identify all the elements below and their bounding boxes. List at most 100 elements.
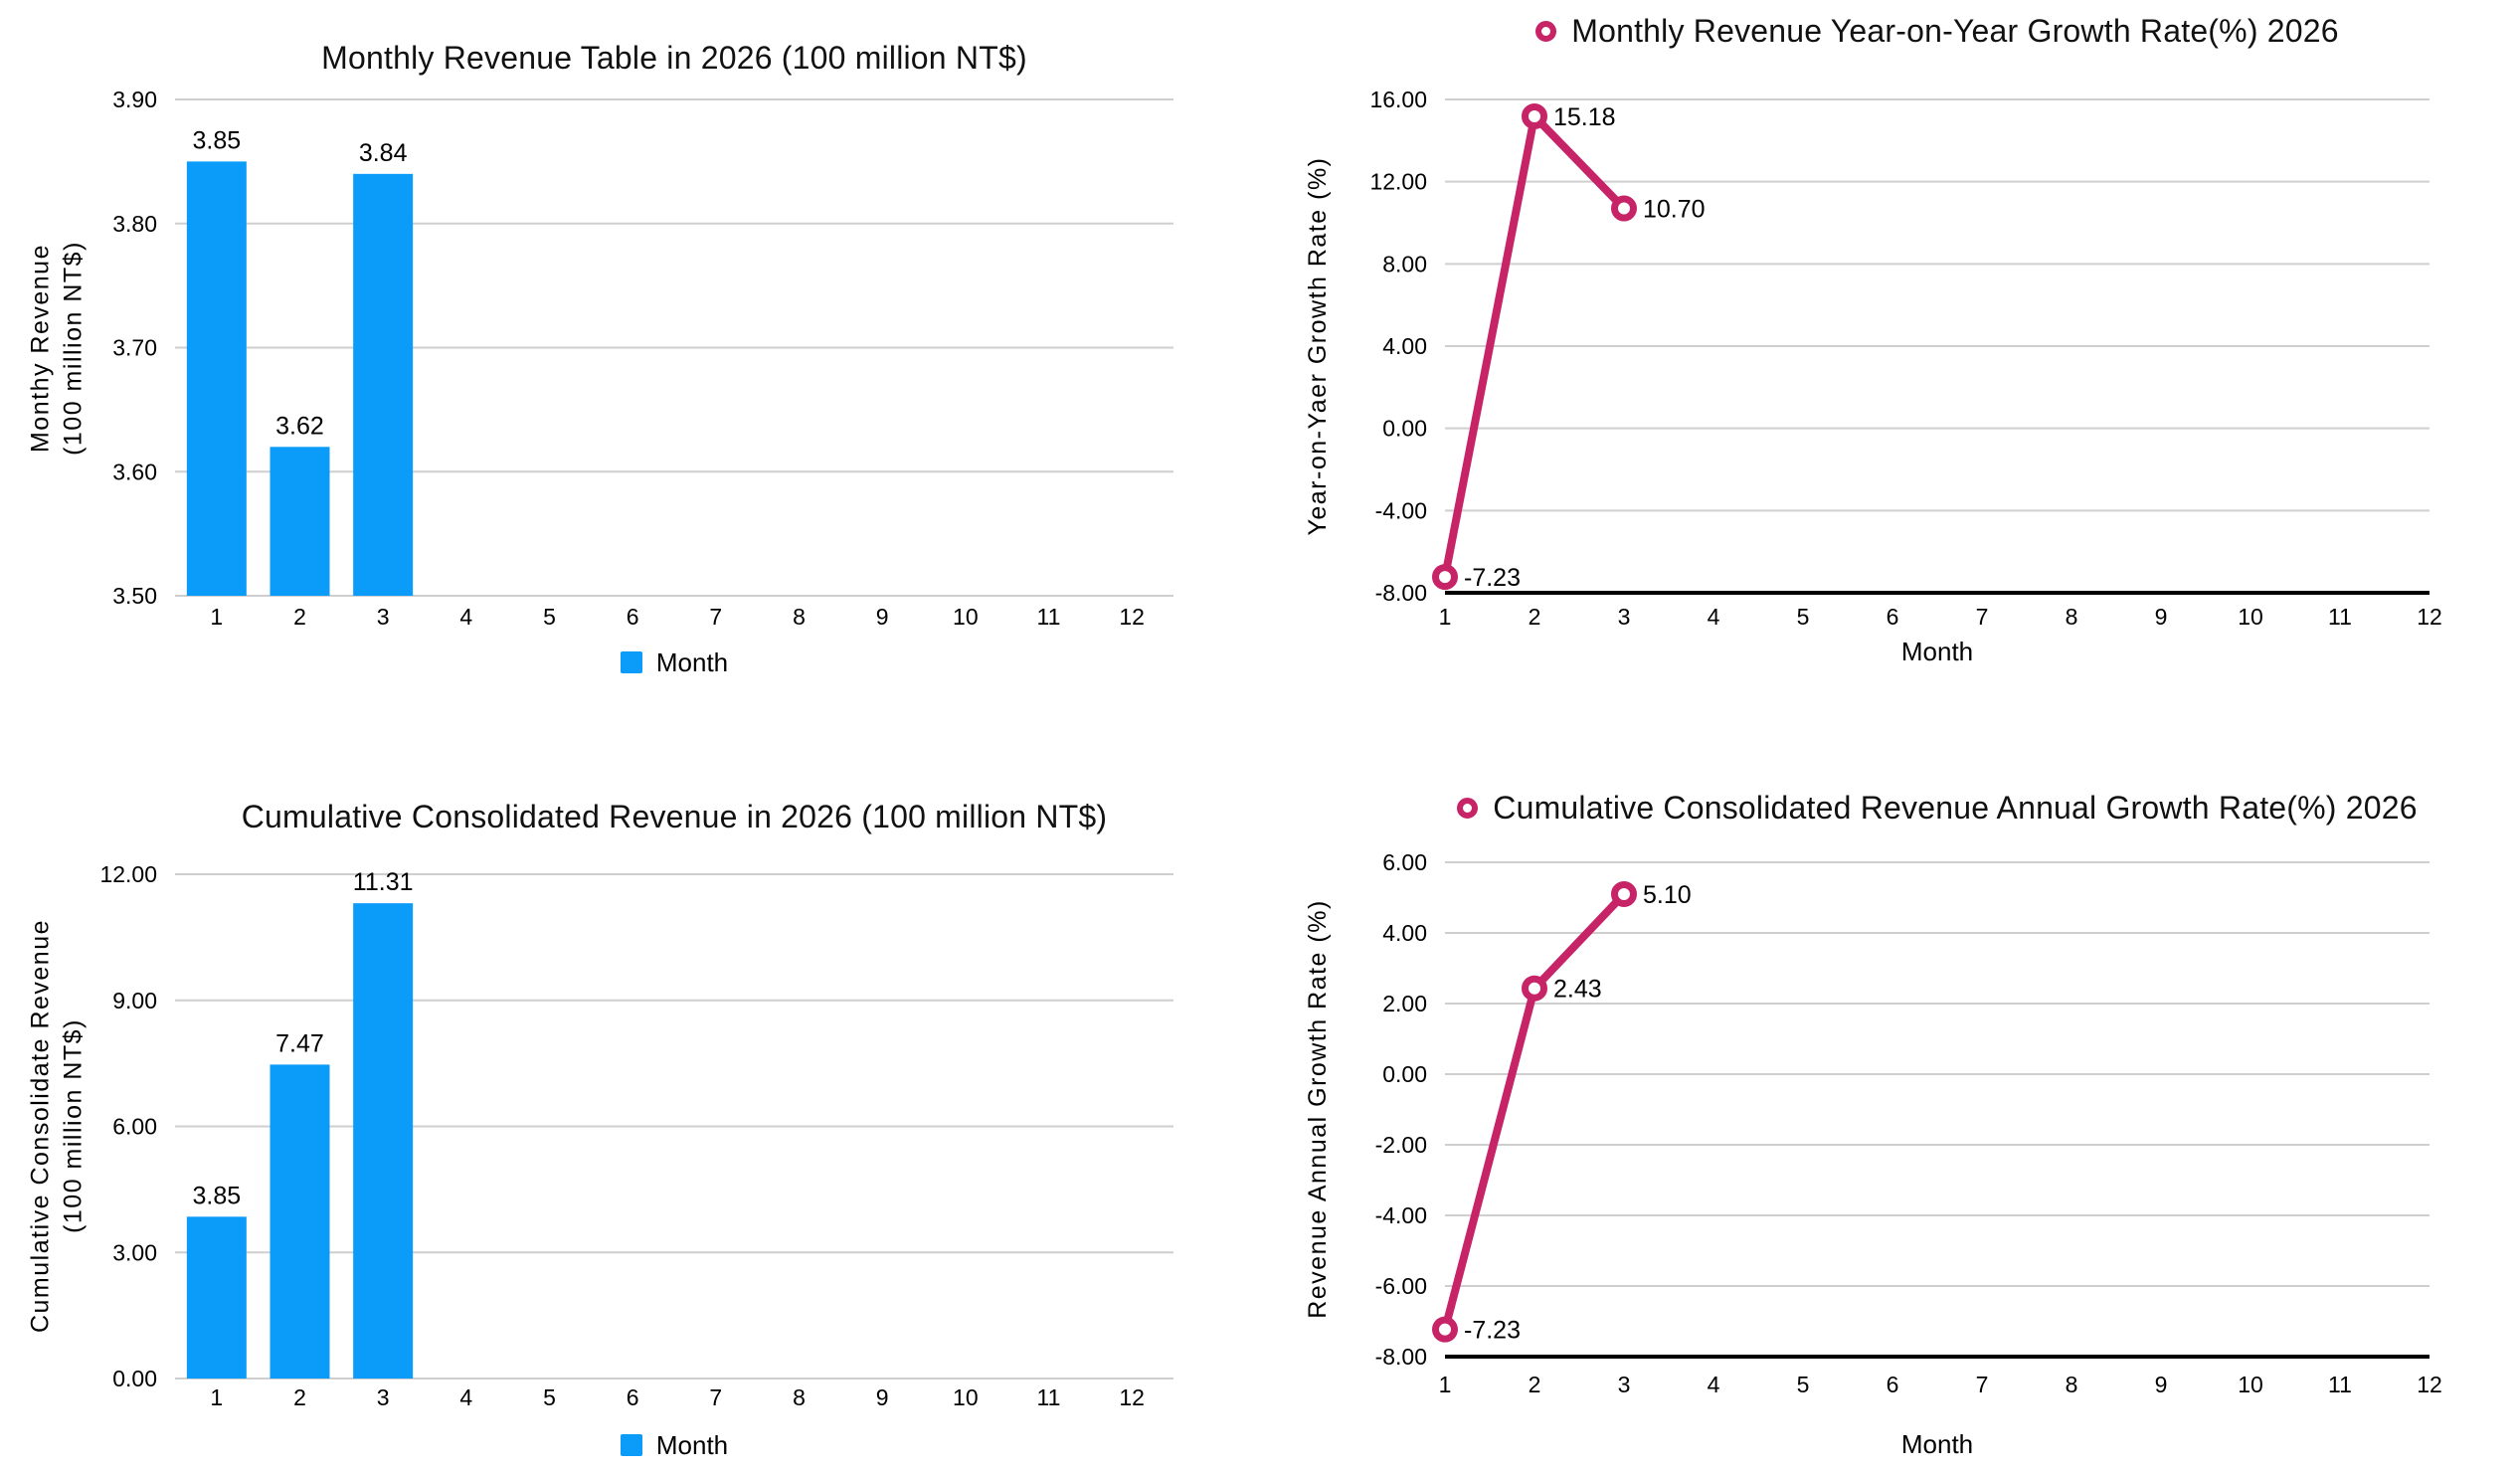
x-tick-label: 3 xyxy=(377,604,390,630)
y-tick-label: 3.60 xyxy=(112,459,157,484)
chart-title: Cumulative Consolidated Revenue Annual G… xyxy=(1493,789,2418,826)
y-tick-label: -8.00 xyxy=(1375,1344,1427,1370)
bar xyxy=(270,447,330,596)
y-tick-label: -4.00 xyxy=(1375,497,1427,523)
x-tick-label: 1 xyxy=(210,604,223,630)
x-tick-label: 6 xyxy=(1887,604,1899,630)
chart-title-row: Monthly Revenue Table in 2026 (100 milli… xyxy=(175,36,1173,80)
x-tick-label: 8 xyxy=(793,604,806,630)
x-tick-label: 12 xyxy=(1119,1384,1145,1410)
x-tick-label: 12 xyxy=(2417,604,2442,630)
y-tick-label: -8.00 xyxy=(1375,580,1427,606)
y-tick-label: 3.00 xyxy=(112,1239,157,1265)
legend-label: Month xyxy=(655,646,729,677)
x-tick-label: 2 xyxy=(1529,604,1541,630)
chart-cumulative-revenue-bar: 12.00 9.00 6.00 3.00 0.00 1 2 3 4 5 6 7 8 9 10 11 12 3.85… xyxy=(0,736,1260,1472)
trend-line xyxy=(1441,889,1628,1334)
bar xyxy=(353,173,414,596)
data-point-marker xyxy=(1522,975,1547,1002)
y-tick-label: 6.00 xyxy=(1382,849,1427,875)
y-tick-label: 3.70 xyxy=(112,335,157,361)
y-axis-label: Revenue Annual Growth Rate (%) xyxy=(1303,899,1332,1319)
x-tick-label: 7 xyxy=(709,604,722,630)
chart-annual-growth-line: 6.00 4.00 2.00 0.00 -2.00 -4.00 -6.00 -8.00 1 2 3 4… xyxy=(1260,736,2520,1472)
x-tick-label: 4 xyxy=(459,1384,472,1410)
y-tick-label: -6.00 xyxy=(1375,1273,1427,1299)
y-axis-label: Monthy Revenue (100 million NT$) xyxy=(26,241,88,456)
x-tick-label: 9 xyxy=(876,604,889,630)
chart-title-row: Cumulative Consolidated Revenue Annual G… xyxy=(1445,786,2430,829)
y-tick-label: 0.00 xyxy=(1382,416,1427,442)
x-axis-label: Month xyxy=(1900,636,1974,666)
x-tick-label: 5 xyxy=(1797,1372,1810,1397)
x-tick-label: 11 xyxy=(1037,604,1061,630)
y-tick-label: 2.00 xyxy=(1382,991,1427,1016)
data-point-marker xyxy=(1432,1316,1458,1343)
y-tick-label: 6.00 xyxy=(112,1114,157,1140)
y-tick-label: 3.50 xyxy=(112,583,157,609)
x-tick-label: 8 xyxy=(2066,604,2078,630)
x-tick-label: 8 xyxy=(2066,1372,2078,1397)
annual-growth-plot-area: 6.004.002.000.00-2.00-4.00-6.00-8.001 2 3 4… xyxy=(1375,849,2442,1397)
x-tick-label: 6 xyxy=(627,604,639,630)
x-tick-label: 5 xyxy=(1797,604,1810,630)
point-value-label: 10.70 xyxy=(1643,196,1706,224)
point-value-label: 5.10 xyxy=(1643,881,1692,909)
x-tick-label: 12 xyxy=(2417,1372,2442,1397)
x-tick-label: 3 xyxy=(1618,604,1631,630)
point-value-label: -7.23 xyxy=(1464,564,1521,592)
x-tick-label: 10 xyxy=(953,604,979,630)
x-tick-label: 8 xyxy=(793,1384,806,1410)
bar-value-label: 3.84 xyxy=(359,139,408,167)
x-tick-label: 5 xyxy=(543,1384,556,1410)
x-tick-label: 2 xyxy=(293,1384,306,1410)
point-value-label: -7.23 xyxy=(1464,1317,1521,1345)
data-point-marker xyxy=(1432,564,1458,591)
point-value-label: 2.43 xyxy=(1553,976,1602,1004)
cumulative-revenue-plot-area: 12.009.006.003.000.001 2 3 4 5 6 7 8 9 10 11 123.85… xyxy=(99,861,1173,1410)
chart-title-row: Cumulative Consolidated Revenue in 2026 … xyxy=(175,795,1173,838)
chart-title: Monthly Revenue Year-on-Year Growth Rate… xyxy=(1571,12,2339,49)
x-tick-label: 11 xyxy=(2328,604,2352,630)
legend-swatch-icon xyxy=(620,1434,642,1456)
series-legend-marker-icon xyxy=(1535,20,1557,42)
bar xyxy=(186,161,247,596)
bar-value-label: 3.85 xyxy=(192,1182,241,1209)
x-tick-label: 10 xyxy=(2238,604,2263,630)
chart-monthly-revenue-bar: 3.90 3.80 3.70 3.60 3.50 1 2 3 4 5 6 7 8 9 10 11 12 3.85 3… xyxy=(0,0,1260,736)
x-tick-label: 5 xyxy=(543,604,556,630)
x-tick-label: 6 xyxy=(1887,1372,1899,1397)
bar xyxy=(270,1064,330,1379)
x-tick-label: 10 xyxy=(2238,1372,2263,1397)
data-point-marker xyxy=(1611,195,1637,222)
monthly-revenue-plot-area: 3.903.803.703.603.501 2 3 4 5 6 7 8 9 10 11 123.853… xyxy=(112,87,1173,630)
chart-title-row: Monthly Revenue Year-on-Year Growth Rate… xyxy=(1445,9,2430,53)
point-value-label: 15.18 xyxy=(1553,103,1616,131)
bar xyxy=(186,1216,247,1379)
bar-value-label: 11.31 xyxy=(353,868,414,896)
y-tick-label: 16.00 xyxy=(1369,87,1427,112)
legend: Month xyxy=(175,1428,1173,1462)
chart-title: Monthly Revenue Table in 2026 (100 milli… xyxy=(321,39,1027,76)
chart-yoy-growth-line: 16.00 12.00 8.00 4.00 0.00 -4.00 -8.00 1 2 3 4 5 6 7 8… xyxy=(1260,0,2520,736)
legend-label: Month xyxy=(655,1429,729,1460)
data-point-marker xyxy=(1611,880,1637,907)
y-tick-label: -4.00 xyxy=(1375,1202,1427,1228)
x-tick-label: 7 xyxy=(1976,604,1989,630)
y-axis-label: Cumulative Consolidate Revenue (100 mill… xyxy=(26,918,88,1334)
x-tick-label: 3 xyxy=(377,1384,390,1410)
x-tick-label: 4 xyxy=(1708,604,1720,630)
y-tick-label: 9.00 xyxy=(112,988,157,1013)
x-tick-label: 4 xyxy=(459,604,472,630)
x-tick-label: 4 xyxy=(1708,1372,1720,1397)
x-tick-label: 12 xyxy=(1119,604,1145,630)
chart-title: Cumulative Consolidated Revenue in 2026 … xyxy=(241,798,1108,834)
x-tick-label: 6 xyxy=(627,1384,639,1410)
y-tick-label: 12.00 xyxy=(1369,169,1427,195)
x-axis-label: Month xyxy=(1900,1428,1974,1459)
x-tick-label: 9 xyxy=(2155,1372,2168,1397)
y-tick-label: 3.80 xyxy=(112,211,157,237)
x-tick-label: 1 xyxy=(1439,1372,1452,1397)
